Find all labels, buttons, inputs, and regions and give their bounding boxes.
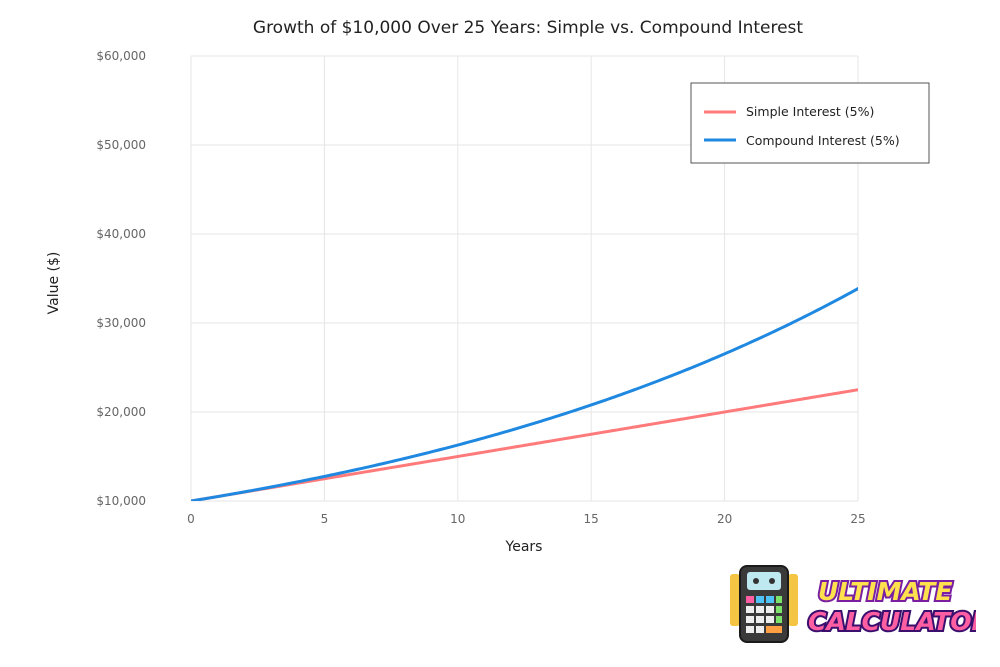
x-tick-label: 0	[187, 512, 195, 526]
logo-wordmark: ULTIMATE CALCULATORS	[806, 575, 976, 638]
x-tick-label: 5	[321, 512, 329, 526]
x-tick-label: 25	[850, 512, 865, 526]
y-tick-label: $20,000	[96, 405, 146, 419]
svg-text:ULTIMATE: ULTIMATE	[818, 577, 952, 606]
series-line-compound	[191, 287, 858, 501]
y-tick-label: $40,000	[96, 227, 146, 241]
y-tick-label: $30,000	[96, 316, 146, 330]
y-tick-label: $60,000	[96, 49, 146, 63]
y-tick-labels: $10,000 $20,000 $30,000 $40,000 $50,000 $60,0…	[96, 49, 146, 508]
y-axis-label: Value ($)	[46, 252, 62, 315]
x-tick-label: 10	[450, 512, 465, 526]
legend-box	[690, 82, 930, 164]
x-tick-label: 20	[717, 512, 732, 526]
calculator-icon	[730, 565, 798, 643]
x-axis-label: Years	[505, 539, 543, 555]
y-tick-label: $10,000	[96, 494, 146, 508]
chart-title: Growth of $10,000 Over 25 Years: Simple …	[253, 18, 804, 38]
svg-text:CALCULATORS: CALCULATORS	[808, 607, 976, 636]
x-tick-labels: 0 5 10 15 20 25	[187, 512, 865, 526]
y-tick-label: $50,000	[96, 138, 146, 152]
legend: Simple Interest (5%) Compound Interest (…	[690, 82, 930, 164]
legend-entry-compound: Compound Interest (5%)	[746, 133, 900, 148]
ultimate-calculators-logo: ULTIMATE CALCULATORS	[730, 565, 976, 643]
plot-area	[191, 287, 858, 501]
legend-entry-simple: Simple Interest (5%)	[746, 104, 874, 119]
x-tick-label: 15	[584, 512, 599, 526]
